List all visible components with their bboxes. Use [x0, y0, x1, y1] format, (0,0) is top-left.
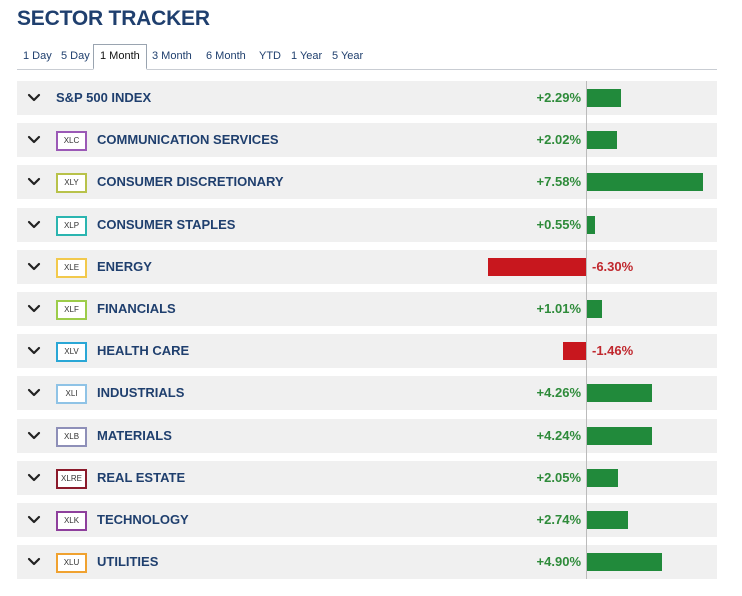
chevron-down-icon[interactable]: [27, 345, 41, 357]
performance-value-label: +1.01%: [536, 301, 581, 316]
sector-name: ENERGY: [97, 259, 152, 274]
tab-1-month[interactable]: 1 Month: [93, 44, 147, 70]
performance-bar: [586, 553, 662, 571]
tab-ytd[interactable]: YTD: [259, 50, 281, 62]
ticker-badge: XLU: [56, 553, 87, 573]
sector-name: FINANCIALS: [97, 301, 176, 316]
chevron-down-icon[interactable]: [27, 472, 41, 484]
time-range-tabs: 1 Day 5 Day 1 Month 3 Month 6 Month YTD …: [17, 44, 717, 70]
ticker-badge: XLV: [56, 342, 87, 362]
performance-value-label: +4.90%: [536, 554, 581, 569]
chevron-down-icon[interactable]: [27, 134, 41, 146]
chevron-down-icon[interactable]: [27, 303, 41, 315]
sector-name: S&P 500 INDEX: [56, 90, 152, 105]
sector-name: CONSUMER STAPLES: [97, 217, 236, 232]
ticker-badge: XLC: [56, 131, 87, 151]
performance-value-label: +4.26%: [536, 385, 581, 400]
ticker-badge: XLI: [56, 384, 87, 404]
chevron-down-icon[interactable]: [27, 514, 41, 526]
sector-row[interactable]: XLV HEALTH CARE -1.46%: [17, 334, 717, 368]
ticker-badge: XLRE: [56, 469, 87, 489]
chevron-down-icon[interactable]: [27, 430, 41, 442]
tab-1-day[interactable]: 1 Day: [23, 50, 52, 62]
page-title: SECTOR TRACKER: [17, 7, 210, 30]
performance-bar: [586, 89, 622, 107]
ticker-badge: XLY: [56, 173, 87, 193]
sector-name: CONSUMER DISCRETIONARY: [97, 174, 284, 189]
performance-bar: [488, 258, 586, 276]
chevron-down-icon[interactable]: [27, 92, 41, 104]
sector-row[interactable]: XLF FINANCIALS +1.01%: [17, 292, 717, 326]
performance-bar: [586, 384, 653, 402]
performance-bar: [586, 469, 618, 487]
tab-3-month[interactable]: 3 Month: [152, 50, 192, 62]
ticker-badge: XLF: [56, 300, 87, 320]
performance-bar: [563, 342, 586, 360]
performance-value-label: +2.74%: [536, 512, 581, 527]
sector-name: REAL ESTATE: [97, 470, 186, 485]
performance-value-label: +2.05%: [536, 470, 581, 485]
sector-name: MATERIALS: [97, 428, 172, 443]
zero-axis-line: [586, 81, 587, 579]
performance-value-label: +0.55%: [536, 217, 581, 232]
sector-row[interactable]: XLI INDUSTRIALS +4.26%: [17, 376, 717, 410]
performance-bar: [586, 300, 602, 318]
chevron-down-icon[interactable]: [27, 261, 41, 273]
ticker-badge: XLK: [56, 511, 87, 531]
sector-name: HEALTH CARE: [97, 343, 190, 358]
tab-1-year[interactable]: 1 Year: [291, 50, 323, 62]
sector-row[interactable]: XLC COMMUNICATION SERVICES +2.02%: [17, 123, 717, 157]
sector-name: INDUSTRIALS: [97, 385, 185, 400]
sector-row[interactable]: XLE ENERGY -6.30%: [17, 250, 717, 284]
performance-bar: [586, 131, 618, 149]
sector-row[interactable]: XLRE REAL ESTATE +2.05%: [17, 461, 717, 495]
sector-name: COMMUNICATION SERVICES: [97, 132, 279, 147]
chevron-down-icon[interactable]: [27, 176, 41, 188]
performance-value-label: +4.24%: [536, 428, 581, 443]
chevron-down-icon[interactable]: [27, 556, 41, 568]
performance-value-label: -6.30%: [592, 259, 634, 274]
sector-row[interactable]: S&P 500 INDEX +2.29%: [17, 81, 717, 115]
sector-row[interactable]: XLY CONSUMER DISCRETIONARY +7.58%: [17, 165, 717, 199]
chevron-down-icon[interactable]: [27, 219, 41, 231]
performance-bar: [586, 427, 652, 445]
ticker-badge: XLB: [56, 427, 87, 447]
tab-5-day[interactable]: 5 Day: [61, 50, 90, 62]
sector-name: UTILITIES: [97, 554, 159, 569]
performance-value-label: -1.46%: [592, 343, 634, 358]
sector-row[interactable]: XLB MATERIALS +4.24%: [17, 419, 717, 453]
chevron-down-icon[interactable]: [27, 387, 41, 399]
performance-bar: [586, 173, 704, 191]
performance-bar: [586, 216, 595, 234]
tab-5-year[interactable]: 5 Year: [332, 50, 364, 62]
ticker-badge: XLE: [56, 258, 87, 278]
performance-bar: [586, 511, 629, 529]
sector-name: TECHNOLOGY: [97, 512, 189, 527]
performance-value-label: +2.02%: [536, 132, 581, 147]
performance-value-label: +7.58%: [536, 174, 581, 189]
sector-row[interactable]: XLP CONSUMER STAPLES +0.55%: [17, 208, 717, 242]
performance-value-label: +2.29%: [536, 90, 581, 105]
tab-6-month[interactable]: 6 Month: [206, 50, 246, 62]
sector-row[interactable]: XLK TECHNOLOGY +2.74%: [17, 503, 717, 537]
sector-row[interactable]: XLU UTILITIES +4.90%: [17, 545, 717, 579]
ticker-badge: XLP: [56, 216, 87, 236]
